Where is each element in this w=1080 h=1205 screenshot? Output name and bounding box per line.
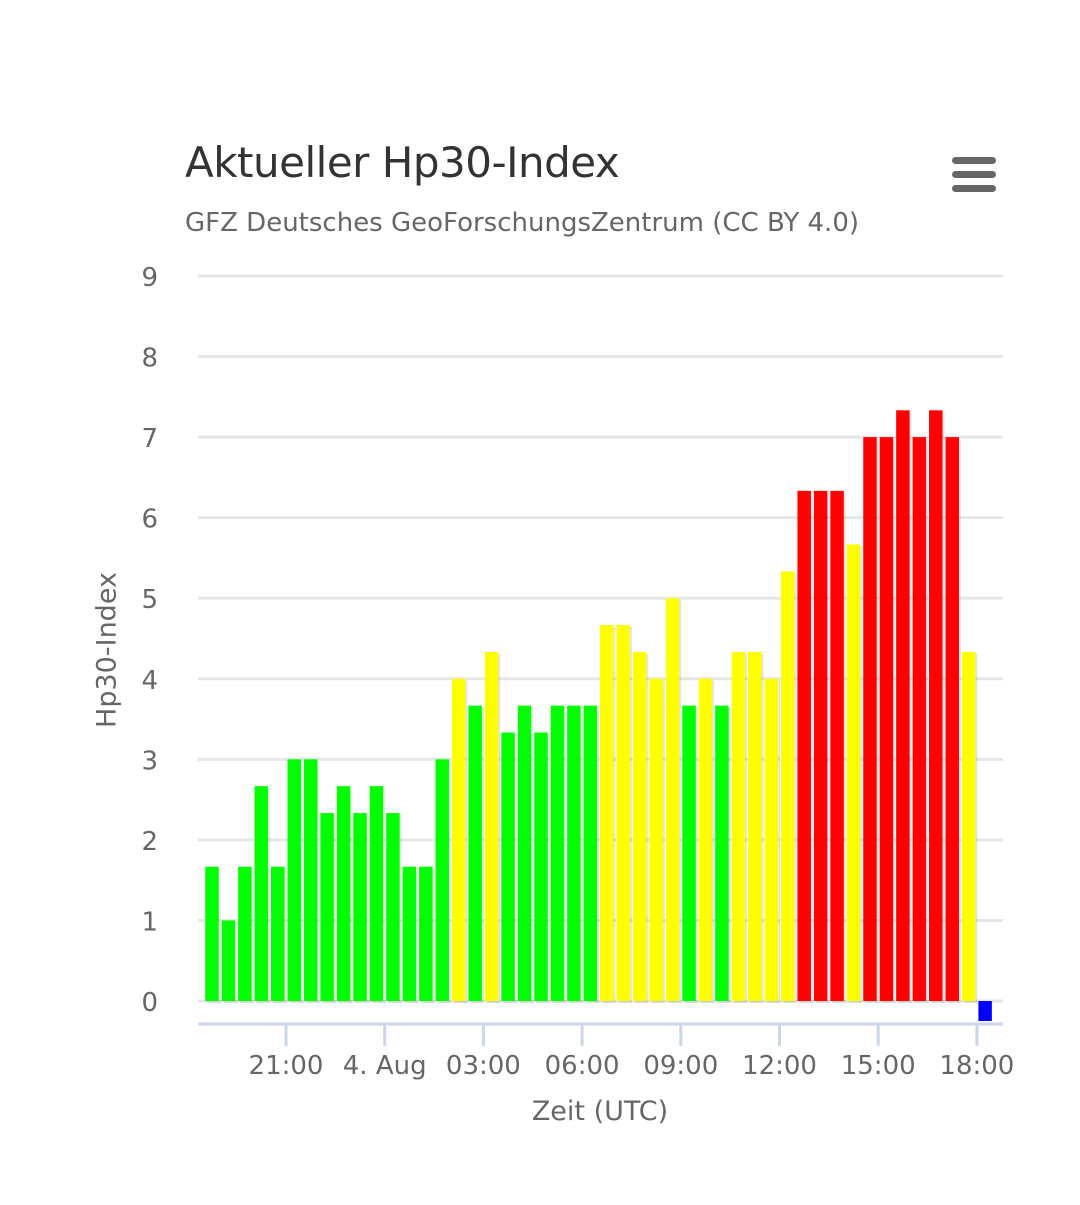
data-bar	[945, 437, 959, 1002]
data-bar	[435, 759, 449, 1001]
data-bar	[682, 705, 696, 1001]
data-bar	[715, 705, 729, 1001]
data-bar	[320, 813, 334, 1001]
data-bar	[600, 625, 614, 1001]
data-bar	[287, 759, 301, 1001]
data-bar	[303, 759, 318, 1001]
x-tick-label: 12:00	[742, 1051, 817, 1081]
data-bar	[813, 490, 828, 1001]
data-bar	[402, 866, 417, 1001]
data-bar	[517, 705, 532, 1001]
data-bar	[731, 651, 746, 1001]
data-bar	[484, 651, 499, 1001]
data-bar	[452, 678, 466, 1001]
x-tick-label: 09:00	[643, 1051, 718, 1081]
data-bar	[353, 813, 367, 1001]
data-bar	[616, 625, 630, 1001]
data-bar	[698, 678, 713, 1001]
data-bar	[665, 598, 680, 1001]
data-bar	[501, 732, 515, 1001]
x-tick-label: 21:00	[249, 1051, 324, 1081]
data-bar	[205, 866, 219, 1001]
chart-menu-button[interactable]	[944, 146, 1004, 204]
y-tick-label: 0	[141, 988, 158, 1018]
data-bar	[896, 410, 910, 1001]
hamburger-menu-icon-line	[952, 171, 996, 178]
data-bar	[238, 866, 252, 1001]
y-tick-label: 1	[141, 907, 158, 937]
data-bar	[369, 786, 384, 1001]
y-tick-label: 5	[141, 585, 158, 615]
hamburger-menu-icon-line	[952, 185, 996, 192]
hamburger-menu-icon	[952, 157, 996, 164]
y-tick-label: 9	[141, 263, 158, 293]
y-tick-label: 3	[141, 746, 158, 776]
data-bar	[764, 678, 778, 1001]
x-tick-label: 03:00	[446, 1051, 521, 1081]
data-bar	[271, 866, 285, 1001]
y-tick-label: 6	[141, 505, 158, 535]
data-bar	[386, 813, 400, 1001]
data-bar	[649, 678, 663, 1001]
data-bar	[748, 651, 762, 1001]
data-bar	[534, 732, 548, 1001]
data-bar	[912, 437, 927, 1002]
y-tick-label: 8	[141, 344, 158, 374]
data-bar	[797, 490, 811, 1001]
data-bar	[336, 786, 351, 1001]
x-tick-label: 18:00	[939, 1051, 1014, 1081]
x-tick-label: 4. Aug	[343, 1051, 427, 1081]
data-bar	[221, 920, 236, 1001]
data-bar	[583, 705, 598, 1001]
x-tick-label: 15:00	[841, 1051, 916, 1081]
data-bar	[468, 705, 482, 1001]
y-tick-label: 2	[141, 827, 158, 857]
data-bar	[863, 437, 877, 1002]
y-tick-label: 7	[141, 424, 158, 454]
data-bar	[846, 544, 861, 1001]
data-bar	[632, 651, 647, 1001]
data-bar	[419, 866, 433, 1001]
data-bar	[961, 651, 976, 1001]
data-bar	[567, 705, 581, 1001]
chart-subtitle: GFZ Deutsches GeoForschungsZentrum (CC B…	[185, 208, 860, 238]
data-bar	[830, 490, 844, 1001]
data-bar	[781, 571, 795, 1001]
data-bar-current	[978, 1001, 992, 1021]
x-axis-label: Zeit (UTC)	[531, 1096, 669, 1127]
data-bar	[929, 410, 943, 1001]
data-bar	[879, 437, 894, 1002]
chart-title: Aktueller Hp30-Index	[185, 138, 620, 187]
data-bar	[550, 705, 565, 1001]
y-tick-label: 4	[141, 666, 158, 696]
data-bar	[254, 786, 269, 1001]
x-tick-label: 06:00	[545, 1051, 620, 1081]
